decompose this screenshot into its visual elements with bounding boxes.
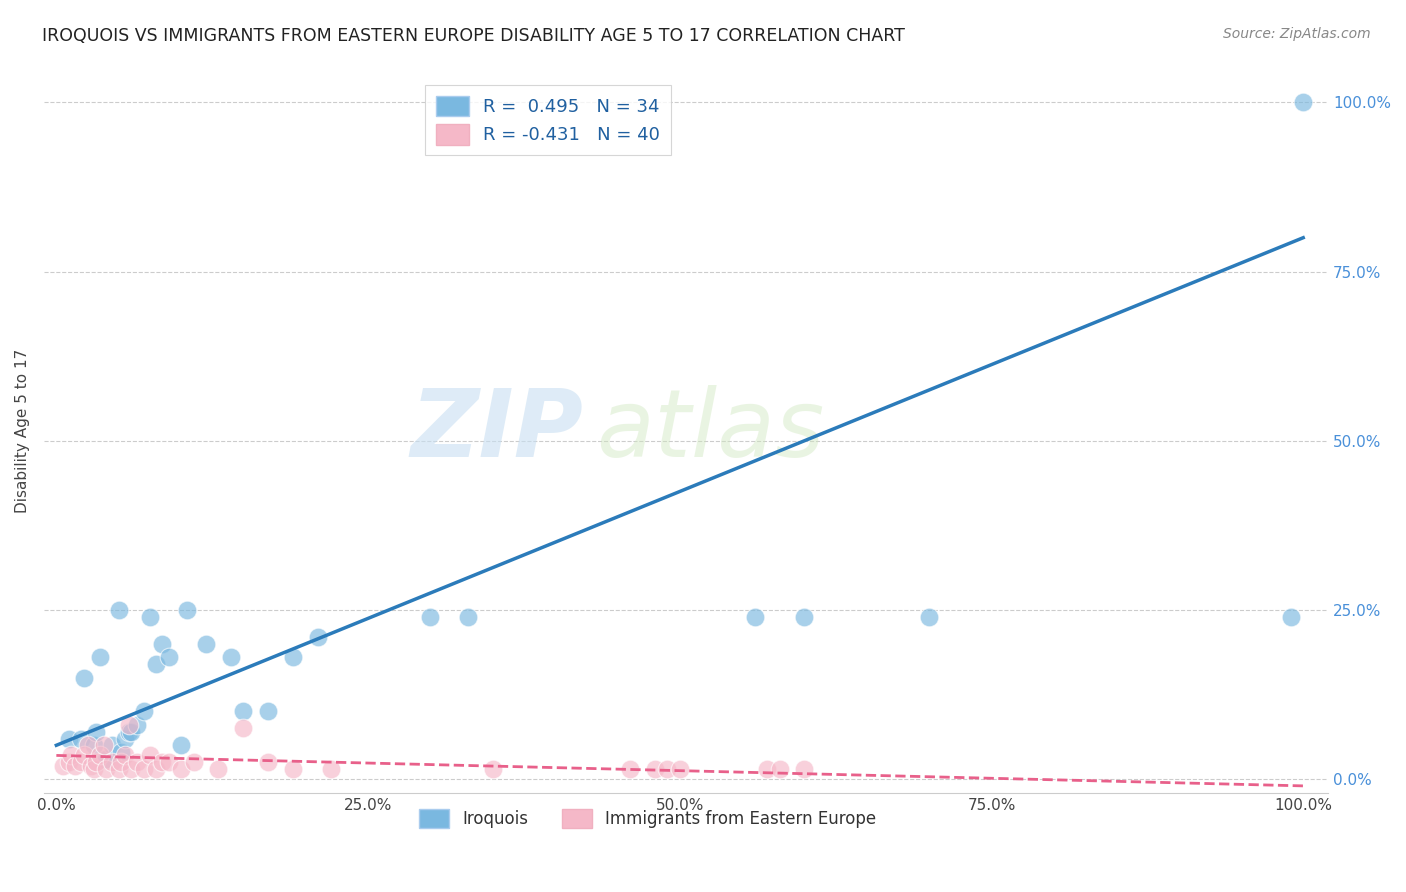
Point (132, 762, 155, 776)
Point (194, 637, 217, 651)
Point (744, 609, 766, 624)
Point (150, 755, 173, 769)
Text: IROQUOIS VS IMMIGRANTS FROM EASTERN EUROPE DISABILITY AGE 5 TO 17 CORRELATION CH: IROQUOIS VS IMMIGRANTS FROM EASTERN EURO… (42, 27, 905, 45)
Point (110, 745, 132, 759)
Point (481, 762, 503, 776)
Point (84, 755, 107, 769)
Point (73, 748, 96, 763)
Point (52, 758, 75, 772)
Point (657, 762, 679, 776)
Point (668, 762, 690, 776)
Point (257, 755, 280, 769)
Point (232, 705, 254, 719)
Legend: Iroquois, Immigrants from Eastern Europe: Iroquois, Immigrants from Eastern Europe (412, 803, 883, 835)
Point (307, 630, 329, 644)
Point (89, 748, 111, 763)
Point (183, 755, 205, 769)
Point (619, 762, 641, 776)
Point (107, 762, 129, 776)
Point (793, 762, 815, 776)
Text: ZIP: ZIP (411, 384, 583, 476)
Text: Source: ZipAtlas.com: Source: ZipAtlas.com (1223, 27, 1371, 41)
Point (918, 609, 941, 624)
Point (120, 724, 142, 739)
Point (96, 752, 118, 766)
Point (84, 724, 107, 739)
Point (58, 755, 80, 769)
Point (76, 739, 98, 753)
Point (150, 637, 173, 651)
Point (219, 650, 242, 665)
Point (120, 762, 142, 776)
Point (1279, 609, 1302, 624)
Point (63, 758, 86, 772)
Point (139, 748, 162, 763)
Point (257, 705, 280, 719)
Point (419, 609, 441, 624)
Point (756, 762, 779, 776)
Point (73, 671, 96, 685)
Point (101, 739, 124, 753)
Point (83, 762, 105, 776)
Point (58, 731, 80, 746)
Point (283, 762, 305, 776)
Point (127, 755, 149, 769)
Point (132, 705, 155, 719)
Point (110, 755, 132, 769)
Point (170, 739, 193, 753)
Point (118, 724, 141, 739)
Point (170, 762, 193, 776)
Point (283, 650, 305, 665)
Point (96, 762, 118, 776)
Point (232, 722, 254, 736)
Point (145, 762, 167, 776)
Point (139, 609, 162, 624)
Point (145, 657, 167, 671)
Point (101, 755, 124, 769)
Point (157, 755, 180, 769)
Point (80, 758, 103, 772)
Point (83, 739, 105, 753)
Point (1292, 95, 1315, 110)
Point (60, 748, 83, 763)
Point (89, 650, 111, 665)
Point (93, 739, 115, 753)
Point (157, 650, 180, 665)
Point (114, 748, 136, 763)
Point (176, 603, 198, 617)
Point (793, 609, 815, 624)
Point (644, 762, 666, 776)
Point (207, 762, 229, 776)
Point (114, 731, 136, 746)
Point (118, 718, 141, 732)
Point (107, 603, 129, 617)
Point (70, 755, 93, 769)
Point (319, 762, 342, 776)
Text: atlas: atlas (596, 385, 824, 476)
Point (127, 718, 149, 732)
Point (457, 609, 479, 624)
Point (768, 762, 790, 776)
Y-axis label: Disability Age 5 to 17: Disability Age 5 to 17 (15, 349, 30, 513)
Point (70, 731, 93, 746)
